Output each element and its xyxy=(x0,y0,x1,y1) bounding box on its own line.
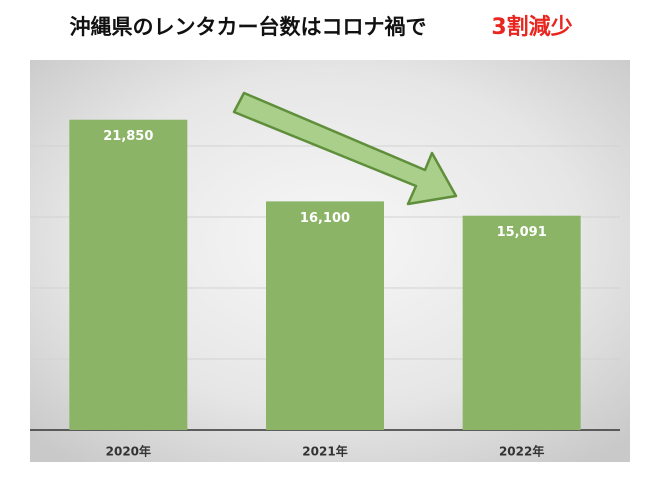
x-tick-label: 2021年 xyxy=(302,444,347,459)
trend-arrow xyxy=(232,91,458,206)
title-highlight: 3割減少 xyxy=(491,14,572,40)
value-label: 21,850 xyxy=(103,129,153,144)
bar xyxy=(266,201,384,430)
value-label: 16,100 xyxy=(300,211,350,226)
x-tick-label: 2020年 xyxy=(106,444,151,459)
chart-title: 沖縄県のレンタカー台数はコロナ禍で xyxy=(70,15,427,39)
x-tick-label: 2022年 xyxy=(499,444,544,459)
bar xyxy=(462,215,581,430)
bar xyxy=(69,119,188,430)
value-label: 15,091 xyxy=(497,225,547,240)
